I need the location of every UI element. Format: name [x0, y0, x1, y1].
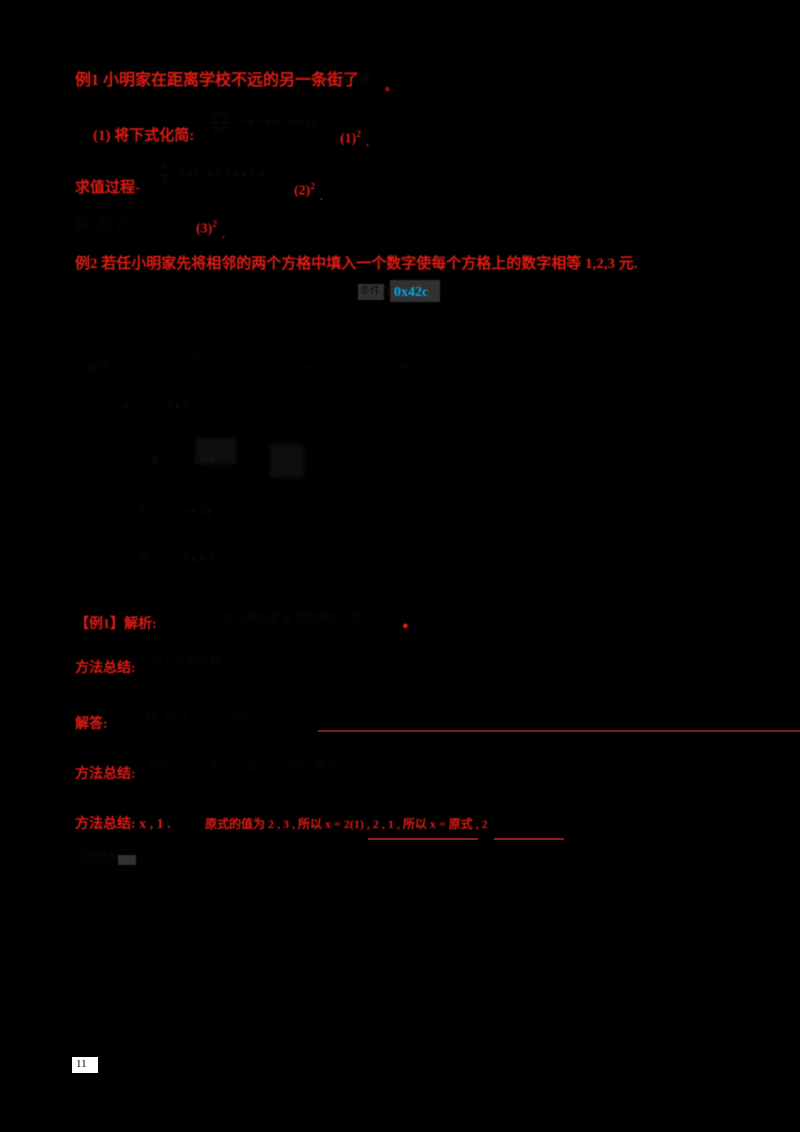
question-1a-answer: (1)2 [340, 130, 361, 148]
question-1b-label: 求值过程- [75, 180, 140, 196]
option-row-c[interactable]: C x + 2 y [140, 505, 213, 517]
question-1c-answer: (3)2 [196, 220, 217, 238]
option-a-text: 2 x 3 [166, 400, 189, 412]
question-2-number: 例2 [75, 256, 98, 272]
answer-1c-sup: 2 [212, 220, 218, 230]
fraction-1b-denominator: a [162, 173, 168, 186]
option-b-key: B [152, 455, 160, 467]
question-1a-formula: a+b a-b = a + b = -1(a+1) [210, 109, 316, 134]
option-d-key: D [140, 553, 148, 565]
answer-5-body: 原式的值为 2 , 3 , 所以 x = 2(1) , 2 , 1 , 所以 x… [205, 817, 488, 831]
scan-smudge-2 [270, 444, 304, 478]
answer-1-body: x , 1 , 2 , 为 正确答案 是 整数解的个数 [180, 612, 362, 624]
question-1-number: 例1 [75, 72, 100, 89]
highlight-left-label: 条件 加法 [360, 286, 403, 297]
diagram-row-1: a b = 2x [160, 343, 203, 368]
answer-3-body: 解 : 原 式 = x + 2 , 所以 x = 1 . [145, 712, 285, 724]
answer-5-underline-1 [368, 838, 478, 840]
diagram-left-label: 解答: [88, 362, 114, 374]
question-2-tail: 1,2,3 元. [585, 256, 638, 272]
answer-1-bullet: ● [402, 620, 409, 632]
answer-1c-text: (3) [196, 221, 213, 237]
option-row-a[interactable]: A 2 x 3 [122, 400, 188, 412]
answer-1c-period: . [222, 227, 225, 241]
answer-1a-text: (1) [340, 131, 357, 147]
question-1-suffix: 。 [385, 79, 398, 93]
diagram-fraction: a b [160, 343, 170, 368]
answer-1b-sup: 2 [310, 182, 316, 192]
question-2-heading: 例2 若任小明家先将相邻的两个方格中填入一个数字使每个方格上的数字相等 1,2,… [75, 256, 638, 273]
question-1a-label: (1) 将下式化简: [93, 128, 195, 144]
answer-3-rule [318, 730, 800, 732]
footer-formula-1-right: 1 + 2 [206, 925, 229, 937]
fraction-1a: a+b a-b [210, 109, 231, 134]
page-number: 11 [76, 1058, 87, 1070]
question-1c-label: 解 : 原 式 = [75, 217, 138, 232]
answer-4-label: 方法总结: [75, 767, 136, 782]
highlight-left-chip [358, 284, 384, 300]
answer-4-body: 原式 = 3 , 1 . 由 = 2 , 得 a = 3 , 所以 原 式 . [148, 762, 345, 774]
answer-1b-period: . [320, 189, 323, 203]
scan-smudge-1 [196, 438, 236, 464]
option-c-text: x + 2 y [182, 505, 214, 517]
question-1b-formula: b a ( x ) - a + 1 = x + a [160, 161, 264, 186]
diagram-variable: x [345, 352, 351, 364]
answer-5-underline-2 [494, 838, 564, 840]
diagram-eq: = 2x [182, 349, 203, 362]
answer-1a-period: . [366, 135, 369, 149]
page-number-box [72, 1057, 98, 1073]
fraction-1b-numerator: b [160, 161, 170, 175]
fraction-1b: b a [160, 161, 170, 186]
answer-1b-text: (2) [294, 183, 311, 199]
question-1-prompt: 小明家在距离学校不远的另一条街了 [103, 72, 360, 89]
highlight-chip-bg [390, 280, 440, 302]
diagram-fraction-numerator: a [160, 343, 170, 357]
answer-1-label: 【例1】解析: [75, 617, 157, 632]
answer-2-label: 方法总结: [75, 661, 136, 676]
diagram-right-marker: (2) [660, 362, 673, 374]
fraction-1a-denominator: a-b [213, 121, 228, 134]
question-1-tail: 并上选. [340, 74, 373, 85]
question-1b-answer: (2)2 [294, 182, 315, 200]
formula-1a-body: = a + b = -1(a+1) [239, 115, 316, 128]
diagram-rest-text: x + 8 的 3 倍 . [375, 364, 434, 375]
question-2-prompt: 若任小明家先将相邻的两个方格中填入一个数字使每个方格上的数字相等 [101, 256, 582, 272]
footer-formula-2-left: x [312, 920, 318, 932]
option-d-text: 3 x + 1 [182, 553, 214, 565]
answer-2-body: 设 x 为 相反数 . [152, 656, 227, 668]
question-1-heading: 例1 小明家在距离学校不远的另一条街了 [75, 72, 359, 90]
footer-formula-1-left: 7 x 3 [160, 925, 182, 937]
footer-formula-2-right: 2 x 2 [352, 923, 374, 935]
diagram-fraction-denominator: b [162, 355, 168, 368]
footer-formula-3-right: x + 1 [212, 968, 235, 980]
diagram-mid-text: 2, 3分 . [288, 364, 318, 375]
answer-1a-sup: 2 [356, 130, 362, 140]
footer-formula-3-left: 2 [172, 968, 178, 980]
formula-1b-body: ( x ) - a + 1 = x + a [180, 167, 264, 180]
option-c-key: C [140, 505, 148, 517]
option-row-d[interactable]: D 3 x + 1 [140, 553, 214, 565]
answer-5-label: 方法总结: x , 1 . [75, 817, 171, 832]
highlight-value[interactable]: 0x42c [394, 285, 429, 300]
option-a-key: A [122, 400, 130, 412]
fraction-1a-numerator: a+b [210, 109, 231, 123]
answer-3-label: 解答: [75, 717, 108, 732]
answer-6-marker-bg [118, 855, 136, 865]
answer-6-label: 求出结果 [75, 851, 119, 863]
